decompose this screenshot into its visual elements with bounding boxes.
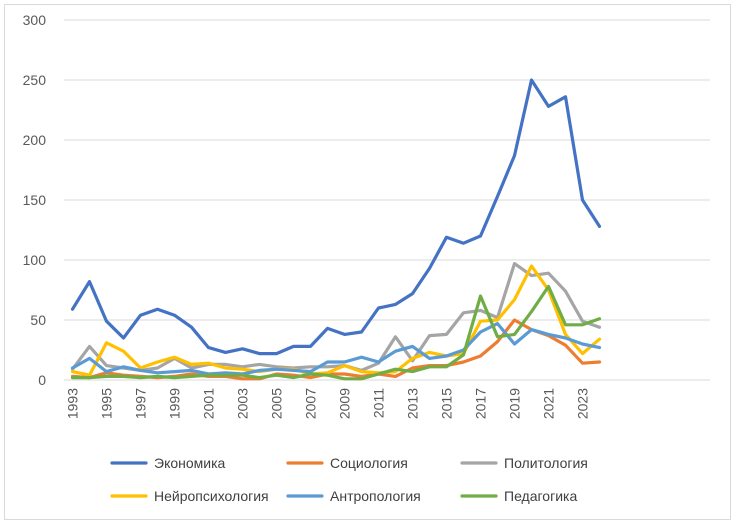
x-tick-label: 2003	[235, 388, 251, 419]
series-lines	[70, 78, 602, 381]
y-tick-label: 150	[23, 192, 47, 208]
chart-frame	[4, 4, 731, 520]
y-tick-label: 100	[23, 252, 47, 268]
y-tick-label: 250	[23, 72, 47, 88]
legend-label-3: Политология	[504, 455, 588, 471]
x-tick-label: 2019	[507, 388, 523, 419]
legend-label-6: Педагогика	[504, 488, 577, 504]
y-tick-label: 200	[23, 132, 47, 148]
series-line-4	[70, 264, 602, 377]
series-line-6	[70, 284, 602, 381]
x-tick-label: 1997	[133, 388, 149, 419]
x-tick-label: 1993	[65, 388, 81, 419]
x-tick-label: 2001	[201, 388, 217, 419]
x-tick-label: 2015	[439, 388, 455, 419]
legend-label-1: Экономика	[154, 455, 226, 471]
x-tick-label: 2007	[303, 388, 319, 419]
y-axis: 0 50 100 150 200 250 300	[23, 12, 47, 388]
x-tick-label: 2005	[269, 388, 285, 419]
x-tick-label: 2011	[371, 388, 387, 418]
x-tick-label: 2017	[473, 388, 489, 419]
x-axis: 1993 1995 1997 1999 2001 2003 2005 2007 2009 2011…	[65, 388, 591, 419]
series-line-1	[70, 78, 602, 356]
series-line-3	[70, 262, 602, 372]
series-line-5	[70, 322, 602, 376]
legend-label-5: Антропология	[330, 488, 421, 504]
x-tick-label: 2013	[405, 388, 421, 419]
x-tick-label: 2021	[541, 388, 557, 419]
legend-label-4: Нейропсихология	[154, 488, 269, 504]
x-tick-label: 1995	[99, 388, 115, 419]
y-tick-label: 300	[23, 12, 47, 28]
y-tick-label: 50	[30, 312, 46, 328]
legend: Экономика Социология Политология Нейропсихо…	[110, 455, 588, 504]
y-tick-label: 0	[38, 372, 46, 388]
gridlines	[64, 19, 710, 381]
x-tick-label: 2023	[575, 388, 591, 419]
legend-label-2: Социология	[330, 455, 408, 471]
x-tick-label: 1999	[167, 388, 183, 419]
x-tick-label: 2009	[337, 388, 353, 419]
